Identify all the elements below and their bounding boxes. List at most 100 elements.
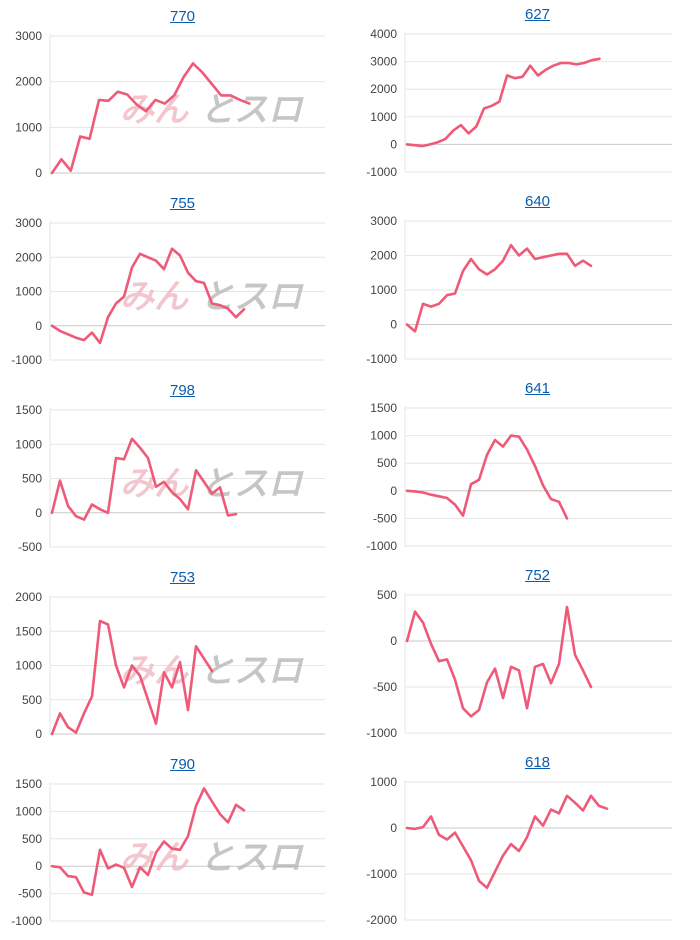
chart-title-link[interactable]: 752 [524,567,551,584]
y-tick-label: 0 [390,137,397,151]
y-tick-label: -1000 [366,726,397,740]
chart-panel-640: -10000100020003000みんとスロ640 [350,187,695,374]
y-tick-label: 2000 [15,75,42,89]
chart-panel-798: -500 0 500 1000 1500 みん とスロ 798 [0,374,345,561]
line-chart: -1000-5000500みんとスロ [366,588,672,740]
chart-panel-770: 0 1000 2000 3000 みん とスロ 770 [0,0,345,187]
y-tick-label: 1000 [15,659,42,673]
series-line [405,243,593,333]
y-tick-label: 3000 [370,214,397,228]
chart-panel-627: -100001000200030004000みんとスロ627 [350,0,695,187]
series-line [50,62,251,175]
chart-title-link[interactable]: 640 [524,193,551,210]
y-tick-label: 0 [390,318,397,332]
series-line [405,605,593,718]
y-tick-label: 0 [390,484,397,498]
svg-text:とスロ: とスロ [200,839,304,877]
y-tick-label: -500 [18,887,42,901]
y-tick-label: -1000 [11,353,42,367]
y-tick-label: 4000 [370,27,397,41]
y-tick-label: 0 [390,821,397,835]
y-tick-label: -1000 [11,914,42,928]
y-tick-label: 1000 [15,804,42,818]
y-tick-label: 2000 [15,250,42,264]
series-line [405,794,609,890]
y-tick-label: -500 [373,511,397,525]
svg-text:とスロ: とスロ [200,278,304,316]
y-tick-label: 1000 [15,285,42,299]
y-tick-label: -1000 [366,539,397,553]
y-tick-label: 0 [35,859,42,873]
y-tick-label: -500 [18,540,42,554]
watermark-logo: みん とスロ [120,465,304,503]
y-tick-label: 0 [35,727,42,741]
svg-text:とスロ: とスロ [200,465,304,503]
y-tick-label: 1000 [15,437,42,451]
line-chart: -1000 -500 0 500 1000 1500 みんとスロ [11,777,325,928]
chart-panel-618: -2000-100001000みんとスロ618 [350,748,695,935]
y-tick-label: 1000 [15,120,42,134]
chart-panel-753: 0 500 1000 1500 2000 みん とスロ 753 [0,561,345,748]
y-tick-label: 0 [35,506,42,520]
chart-panel-790: -1000 -500 0 500 1000 1500 みん とスロ 790 [0,748,345,935]
svg-text:とスロ: とスロ [200,652,304,690]
y-tick-label: 3000 [370,55,397,69]
series-line [50,437,238,521]
y-tick-label: 2000 [15,590,42,604]
chart-title-link[interactable]: 790 [169,756,196,773]
y-tick-label: 0 [35,319,42,333]
chart-title-link[interactable]: 770 [169,8,196,25]
y-tick-label: 1500 [370,401,397,415]
y-tick-label: 2000 [370,82,397,96]
chart-title-link[interactable]: 798 [169,382,196,399]
chart-title-link[interactable]: 753 [169,569,196,586]
y-tick-label: 500 [22,832,42,846]
svg-text:みん: みん [120,278,189,316]
series-line [50,247,246,345]
y-tick-label: 1000 [370,110,397,124]
y-tick-label: 1000 [370,429,397,443]
chart-title-link[interactable]: 755 [169,195,196,212]
chart-title-link[interactable]: 618 [524,754,551,771]
watermark-logo: みん とスロ [120,278,304,316]
line-chart: -2000-100001000みんとスロ [366,775,672,927]
y-tick-label: -1000 [366,352,397,366]
y-tick-label: 2000 [370,249,397,263]
y-tick-label: 1000 [370,775,397,789]
watermark-logo: みん とスロ [120,839,304,877]
y-tick-label: -500 [373,680,397,694]
line-chart: -500 0 500 1000 1500 みん とスロ [15,403,325,554]
series-line [50,787,246,896]
y-tick-label: 3000 [15,216,42,230]
y-tick-label: 1500 [15,624,42,638]
y-tick-label: 3000 [15,29,42,43]
y-tick-label: 1000 [370,283,397,297]
y-tick-label: 500 [22,693,42,707]
y-tick-label: 1500 [15,777,42,791]
y-tick-label: 500 [377,588,397,602]
line-chart: -1000 0 1000 2000 3000 みんとスロ [11,216,325,367]
series-line [405,57,601,148]
y-tick-label: 500 [22,472,42,486]
y-tick-label: 0 [35,166,42,180]
y-tick-label: -2000 [366,913,397,927]
chart-panel-755: -1000 0 1000 2000 3000 みん とスロ 755 [0,187,345,374]
chart-title-link[interactable]: 627 [524,6,551,23]
chart-panel-752: -1000-5000500みんとスロ752 [350,561,695,748]
series-line [50,619,214,736]
svg-text:とスロ: とスロ [200,91,304,129]
y-tick-label: -1000 [366,165,397,179]
y-tick-label: 1500 [15,403,42,417]
y-tick-label: 500 [377,456,397,470]
y-tick-label: 0 [390,634,397,648]
y-tick-label: -1000 [366,867,397,881]
chart-panel-641: -1000-500050010001500みんとスロ641 [350,374,695,561]
line-chart: -100001000200030004000みんとスロ [366,27,672,179]
chart-title-link[interactable]: 641 [524,380,551,397]
series-line [405,434,569,520]
